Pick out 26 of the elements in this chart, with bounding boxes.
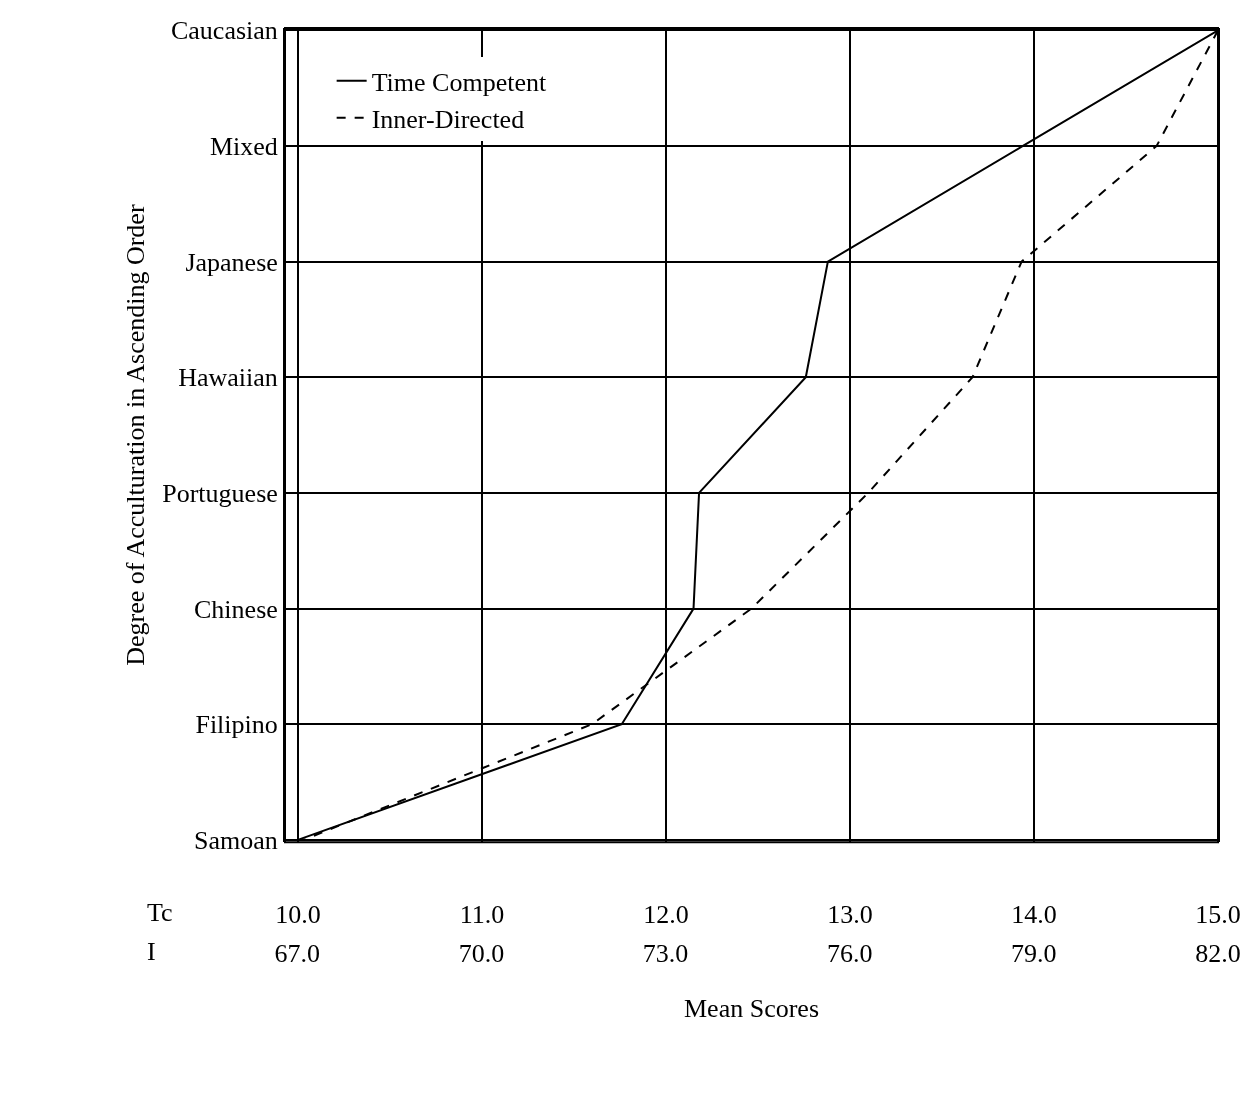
x-tick-label: 13.0 xyxy=(827,900,873,930)
x-axis-title: Mean Scores xyxy=(683,993,820,1023)
y-tick-label: Chinese xyxy=(194,594,278,624)
x2-tick-label: 73.0 xyxy=(642,939,689,969)
y-tick-label: Hawaiian xyxy=(178,363,278,393)
y-tick-label: Caucasian xyxy=(170,16,278,46)
x-tick-label: 11.0 xyxy=(459,900,505,930)
text: I xyxy=(147,937,156,966)
y-tick-label: Mixed xyxy=(209,132,278,162)
x-tick-label: 15.0 xyxy=(1195,900,1241,930)
legend-label: Time Competent xyxy=(371,67,547,97)
y-axis-title: Degree of Acculturation in Ascending Order xyxy=(121,204,151,666)
x-tick-label: 10.0 xyxy=(275,900,321,930)
y-tick-label: Samoan xyxy=(194,826,278,856)
y-tick-label: Filipino xyxy=(195,710,278,740)
legend-label: Inner-Directed xyxy=(371,104,525,134)
x-tick-label: 12.0 xyxy=(643,900,689,930)
x-tick-label: 14.0 xyxy=(1011,900,1057,930)
x2-tick-label: 70.0 xyxy=(458,939,505,969)
x2-tick-label: 82.0 xyxy=(1195,939,1241,969)
text: Tc xyxy=(147,898,173,927)
x2-tick-label: 67.0 xyxy=(274,939,321,969)
y-tick-label: Japanese xyxy=(185,247,278,277)
x2-tick-label: 76.0 xyxy=(826,939,873,969)
y-tick-label: Portuguese xyxy=(162,479,278,509)
x2-tick-label: 79.0 xyxy=(1011,939,1057,969)
